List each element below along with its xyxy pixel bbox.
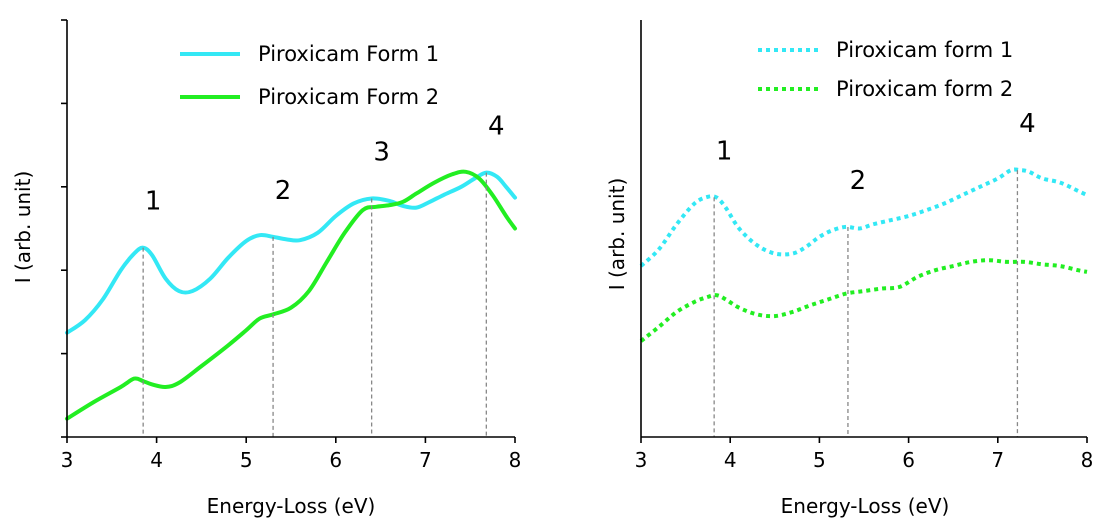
- right-chart-x-tick-label-3: 3: [635, 448, 648, 472]
- left-chart-peak-label-2: 2: [275, 176, 292, 206]
- left-chart-axes: 3 4 5 6 7 8: [61, 19, 522, 472]
- right-chart-peak-markers: 1 2 4: [713, 109, 1036, 437]
- right-chart-legend-label-2: Piroxicam form 2: [836, 77, 1013, 101]
- left-chart-series-line-2: [65, 169, 517, 421]
- left-chart-peak-label-1: 1: [145, 187, 162, 217]
- right-chart-x-tick-label-5: 5: [813, 448, 826, 472]
- left-chart-x-axis-label: Energy-Loss (eV): [207, 494, 376, 518]
- left-chart-legend-label-1: Piroxicam Form 1: [258, 42, 439, 66]
- left-chart-peak-label-4: 4: [488, 112, 505, 142]
- left-chart-x-tick-label-7: 7: [419, 448, 432, 472]
- left-chart-legend-label-2: Piroxicam Form 2: [258, 85, 439, 109]
- right-chart-x-axis-label: Energy-Loss (eV): [781, 494, 950, 518]
- left-chart-x-tick-label-8: 8: [509, 448, 522, 472]
- left-chart-x-tick-label-4: 4: [150, 448, 163, 472]
- left-chart-peak-markers: 1 2 3 4: [142, 112, 505, 437]
- right-chart-peak-label-4: 4: [1019, 109, 1036, 139]
- left-chart-series-line-1: [65, 170, 517, 335]
- right-chart-x-tick-label-8: 8: [1081, 448, 1094, 472]
- right-chart-series-line-2: [639, 258, 1088, 343]
- left-chart-legend: Piroxicam Form 1 Piroxicam Form 2: [180, 42, 439, 109]
- right-chart-legend-label-1: Piroxicam form 1: [836, 38, 1013, 62]
- left-chart-x-tick-label-3: 3: [61, 448, 74, 472]
- right-chart-x-tick-label-6: 6: [902, 448, 915, 472]
- left-chart-x-tick-label-6: 6: [329, 448, 342, 472]
- right-chart-y-axis-label: I (arb. unit): [605, 178, 629, 291]
- left-chart-peak-label-3: 3: [373, 137, 390, 167]
- right-chart-axes: 3 4 5 6 7 8: [635, 20, 1094, 472]
- left-chart-y-axis-label: I (arb. unit): [11, 171, 35, 284]
- right-chart-legend: Piroxicam form 1 Piroxicam form 2: [758, 38, 1013, 101]
- right-chart-peak-label-2: 2: [850, 166, 867, 196]
- left-chart-series-group: [65, 169, 517, 421]
- right-chart-peak-label-1: 1: [716, 136, 733, 166]
- right-chart-series-group: [639, 167, 1088, 343]
- right-chart-x-tick-label-7: 7: [991, 448, 1004, 472]
- right-chart-series-line-1: [639, 167, 1088, 268]
- left-chart-x-tick-label-5: 5: [240, 448, 253, 472]
- right-chart-x-tick-label-4: 4: [724, 448, 737, 472]
